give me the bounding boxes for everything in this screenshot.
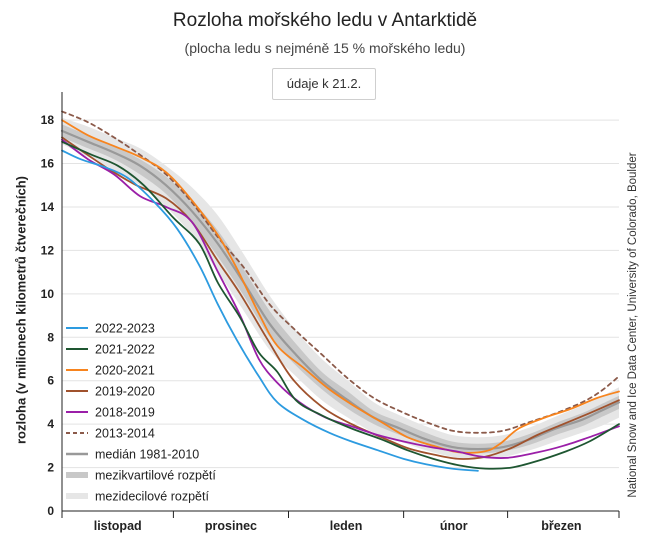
y-tick-label: 14: [41, 200, 55, 214]
legend-label: 2013-2014: [95, 427, 155, 441]
legend-item: mezidecilové rozpětí: [66, 490, 209, 504]
legend-item: 2022-2023: [66, 322, 155, 336]
legend-label: medián 1981-2010: [95, 448, 199, 462]
legend-label: 2019-2020: [95, 385, 155, 399]
range-bands: [62, 117, 619, 459]
legend-item: 2019-2020: [66, 385, 155, 399]
legend-item: 2018-2019: [66, 406, 155, 420]
legend: 2022-2023 2021-2022 2020-2021 2019-2020 2018…: [66, 322, 216, 504]
legend-item: 2021-2022: [66, 343, 155, 357]
y-tick-label: 6: [47, 374, 54, 388]
series-line-medi-n-1981-2010: [60, 129, 621, 451]
y-tick-label: 4: [47, 417, 54, 431]
y-tick-label: 8: [47, 330, 54, 344]
y-tick-label: 2: [47, 461, 54, 475]
date-note-box: údaje k 21.2.: [272, 68, 376, 100]
band-interdecile: [62, 117, 619, 459]
legend-label: 2020-2021: [95, 364, 155, 378]
legend-item: 2013-2014: [66, 427, 155, 441]
band-interquartile: [62, 124, 619, 454]
legend-label: 2022-2023: [95, 322, 155, 336]
x-month-label: březen: [541, 519, 581, 533]
legend-label: mezidecilové rozpětí: [95, 490, 209, 504]
y-tick-label: 16: [41, 157, 55, 171]
chart-subtitle: (plocha ledu s nejméně 15 % mořského led…: [184, 40, 466, 56]
series-line-2020-2021: [61, 119, 620, 454]
legend-item: medián 1981-2010: [66, 448, 199, 462]
y-tick-label: 18: [41, 113, 55, 127]
legend-item: 2020-2021: [66, 364, 155, 378]
x-month-label: prosinec: [205, 519, 257, 533]
x-month-label: leden: [330, 519, 363, 533]
x-month-label: únor: [440, 519, 468, 533]
axes: 0 2 4 6 8 10 12 14 16 18 listopad prosinec leden únor…: [41, 92, 620, 533]
series-line-2021-2022: [61, 140, 620, 470]
legend-item: mezikvartilové rozpětí: [66, 469, 216, 483]
y-tick-label: 10: [41, 287, 55, 301]
series-line-2019-2020: [61, 136, 620, 460]
legend-label: 2021-2022: [95, 343, 155, 357]
y-tick-label: 12: [41, 243, 55, 257]
y-tick-label: 0: [47, 504, 54, 518]
x-month-label: listopad: [94, 519, 142, 533]
series-line-2022-2023: [61, 149, 479, 472]
legend-label: 2018-2019: [95, 406, 155, 420]
series-lines: [60, 110, 621, 472]
legend-label: mezikvartilové rozpětí: [95, 469, 216, 483]
chart-title: Rozloha mořského ledu v Antarktidě: [172, 10, 478, 31]
